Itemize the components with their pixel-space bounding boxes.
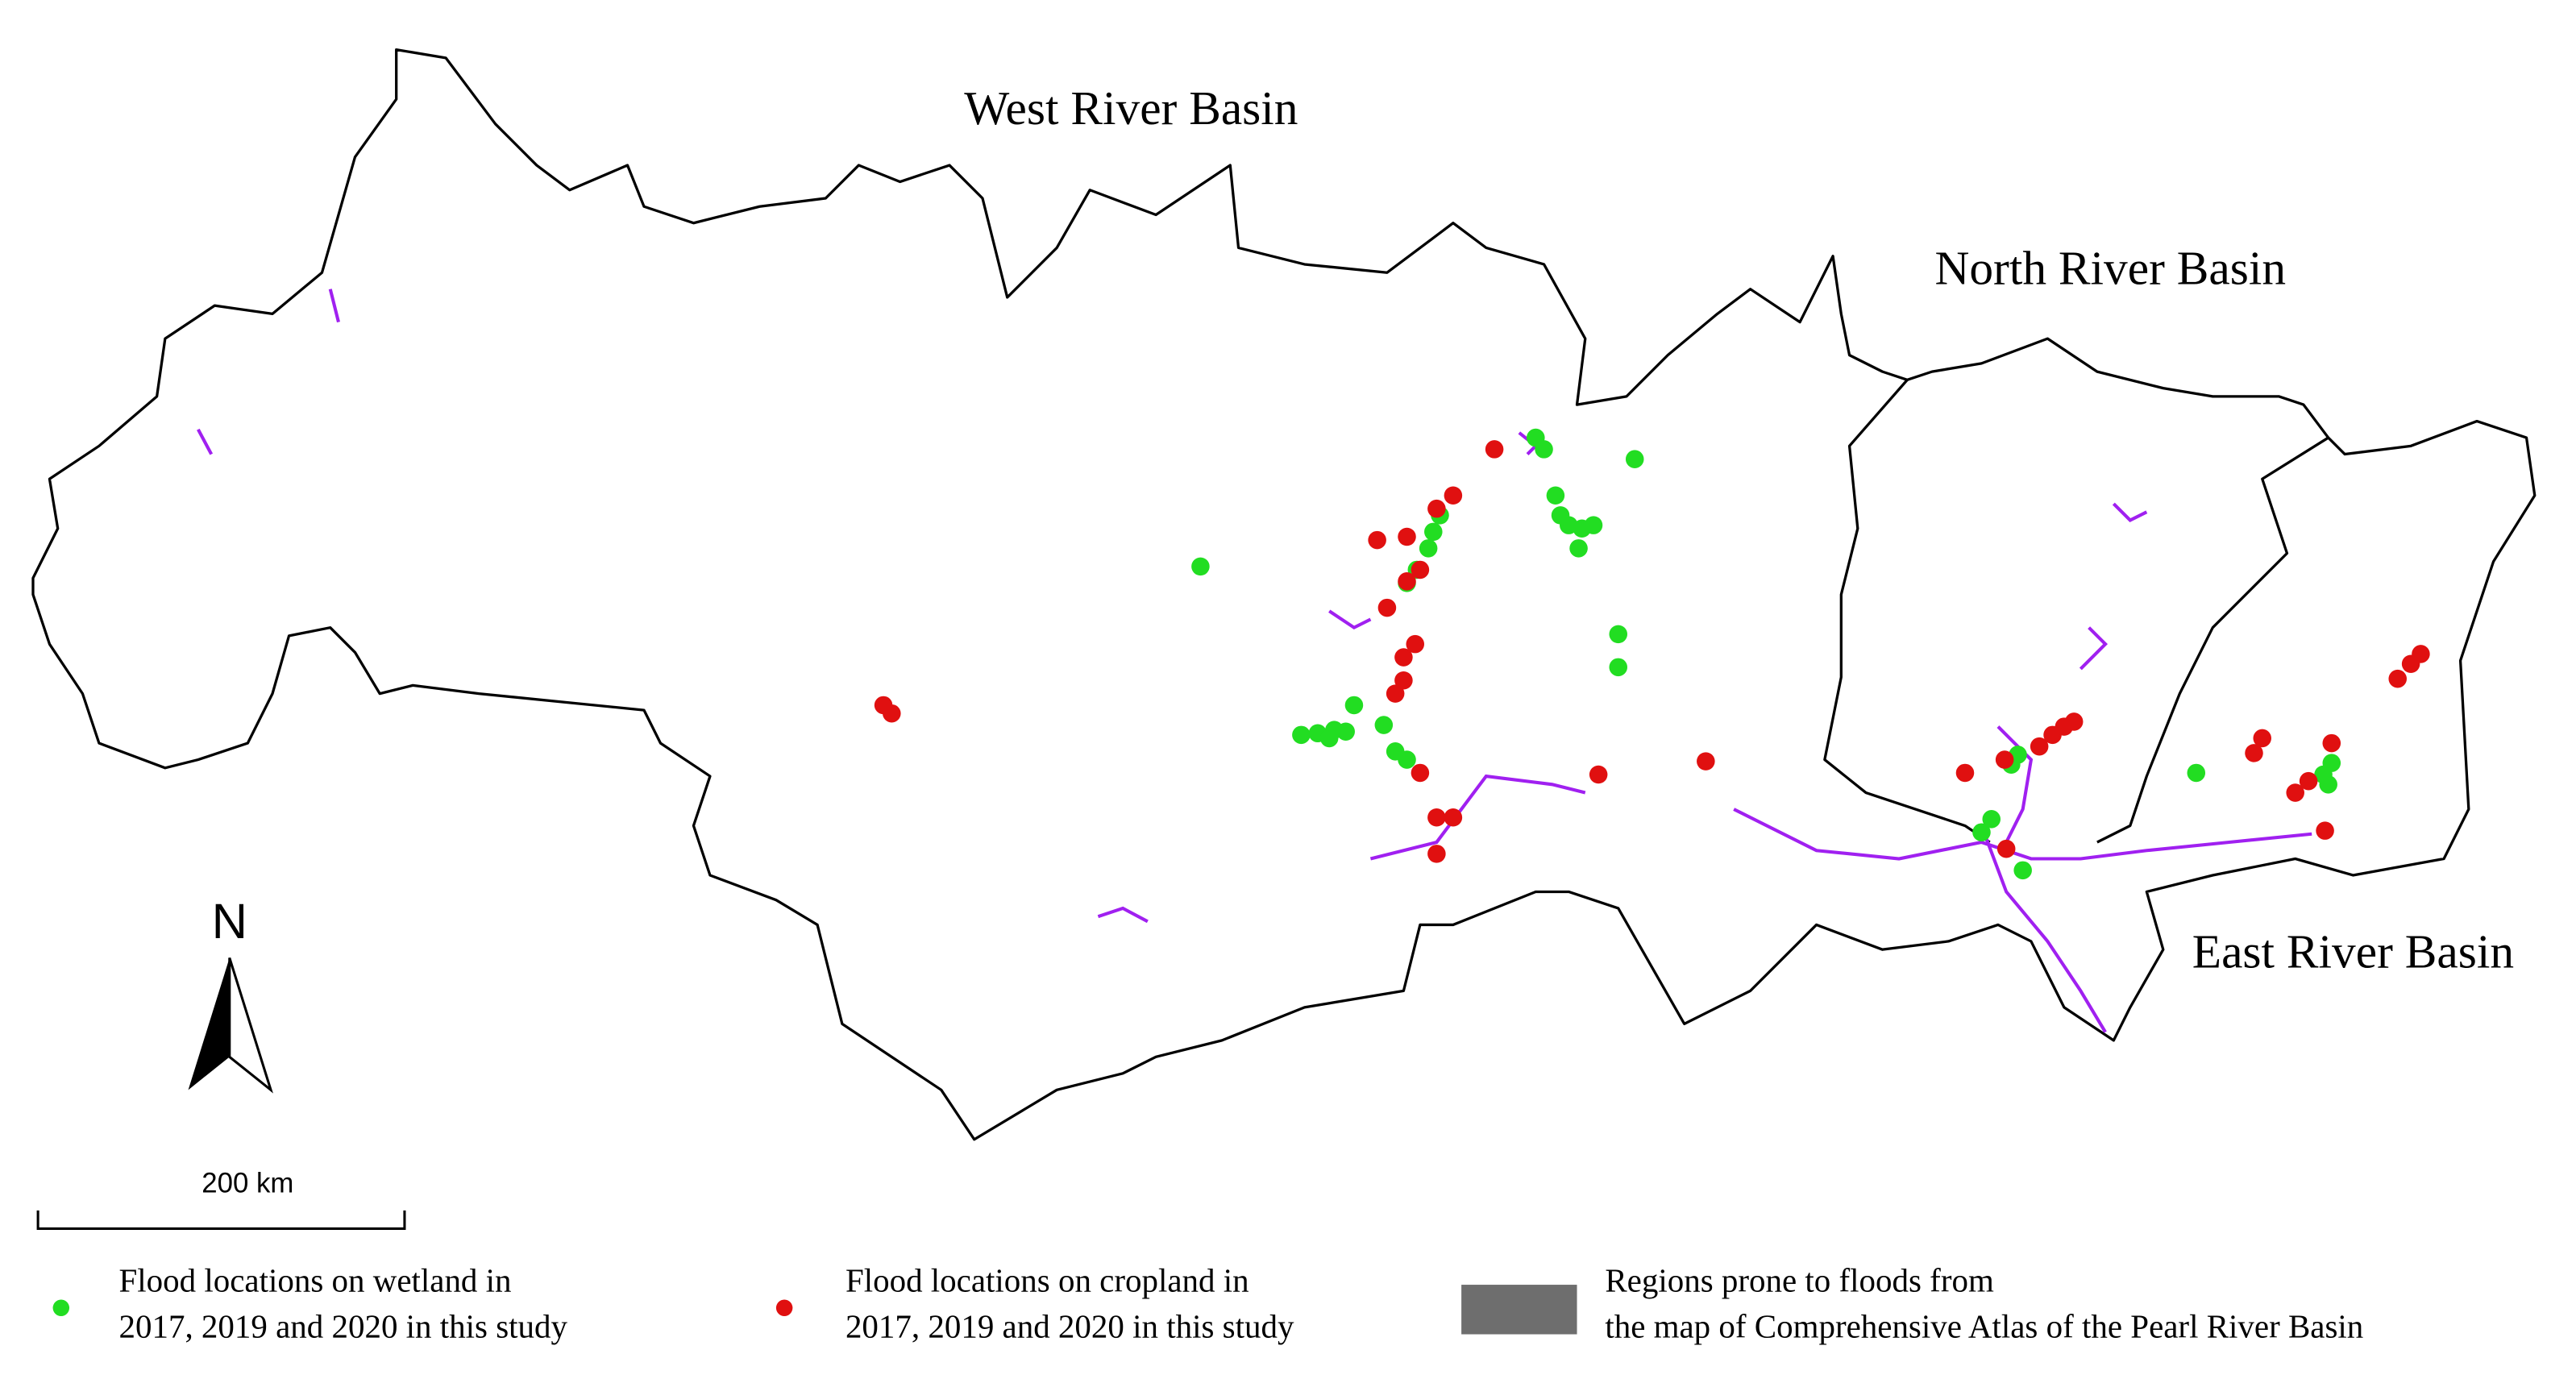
flood-point	[1386, 684, 1405, 703]
flood-point	[1996, 839, 2016, 858]
legend-text: the map of Comprehensive Atlas of the Pe…	[1605, 1308, 2363, 1345]
flood-point	[1319, 729, 1339, 748]
flood-points	[874, 428, 2430, 880]
flood-point	[1995, 750, 2014, 769]
basin-label: North River Basin	[1934, 242, 2286, 295]
flood-point	[1609, 658, 1628, 677]
flood-point	[2064, 712, 2084, 731]
flood-point	[1377, 598, 1397, 617]
flood-point	[2253, 729, 2272, 748]
flood-point	[2013, 861, 2032, 880]
flood-region	[1980, 824, 2107, 1033]
flood-region	[1369, 774, 1586, 861]
legend-text: 2017, 2019 and 2020 in this study	[119, 1308, 568, 1345]
flood-region	[1733, 808, 2312, 861]
flood-point	[1398, 527, 1416, 546]
flood-point	[1398, 572, 1416, 591]
basin-divide	[2096, 436, 2329, 844]
flood-point	[2314, 765, 2333, 784]
legend-symbol	[775, 1299, 793, 1316]
flood-point	[1424, 522, 1443, 542]
flood-region	[2079, 626, 2109, 671]
flood-point	[1485, 440, 1504, 459]
flood-point	[1292, 725, 1311, 745]
flood-point	[1569, 539, 1588, 558]
flood-point	[1535, 440, 1553, 459]
flood-point	[1394, 671, 1413, 690]
flood-point	[1411, 560, 1430, 579]
flood-point	[1427, 845, 1446, 863]
flood-point	[2187, 763, 2206, 783]
flood-point	[1191, 557, 1210, 576]
flood-point	[2245, 744, 2263, 762]
flood-point	[2388, 669, 2408, 688]
flood-point	[883, 704, 901, 723]
north-arrow	[228, 957, 273, 1094]
north-arrow	[188, 957, 230, 1090]
flood-point	[1427, 808, 1446, 827]
scale-label: 200 km	[202, 1167, 293, 1198]
flood-region	[1328, 609, 1372, 630]
flood-point	[1368, 530, 1386, 550]
flood-prone-regions	[197, 289, 2312, 1033]
flood-point	[2316, 821, 2334, 840]
flood-point	[1955, 763, 1975, 783]
flood-point	[1609, 625, 1628, 644]
flood-point	[1411, 763, 1430, 783]
legend-text: Regions prone to floods from	[1605, 1261, 1994, 1298]
flood-region	[197, 428, 214, 455]
flood-point	[2299, 771, 2318, 791]
flood-point	[1625, 450, 1644, 468]
flood-point	[1398, 750, 1416, 769]
legend-symbol	[52, 1299, 70, 1316]
flood-region	[328, 289, 340, 323]
basin-divide	[1823, 379, 1991, 844]
flood-point	[2286, 783, 2304, 802]
flood-point	[1697, 752, 1715, 770]
flood-point	[2322, 733, 2341, 753]
flood-region	[2112, 502, 2148, 522]
flood-point	[1427, 499, 1446, 518]
flood-point	[2412, 645, 2430, 663]
flood-point	[1584, 516, 1603, 534]
flood-point	[1589, 765, 1608, 784]
flood-point	[1394, 648, 1413, 667]
flood-point	[1982, 810, 2001, 829]
flood-region	[1996, 725, 2034, 843]
flood-point	[1419, 539, 1438, 558]
scale-bar	[36, 1210, 406, 1230]
legend-text: Flood locations on wetland in	[119, 1261, 512, 1298]
legend-text: Flood locations on cropland in	[846, 1261, 1249, 1298]
flood-point	[1344, 696, 1364, 715]
north-label: N	[212, 894, 247, 949]
flood-point	[1336, 722, 1355, 741]
basin-label: West River Basin	[964, 81, 1298, 135]
flood-point	[1972, 823, 1991, 841]
legend-text: 2017, 2019 and 2020 in this study	[846, 1308, 1294, 1345]
basin-boundary	[31, 48, 2537, 1141]
flood-region	[1097, 906, 1149, 924]
flood-point	[1406, 634, 1425, 654]
legend-symbol	[1461, 1285, 1577, 1335]
flood-point	[1444, 486, 1463, 505]
basin-label: East River Basin	[2192, 925, 2514, 978]
flood-point	[1444, 808, 1463, 827]
flood-point	[1374, 716, 1394, 734]
flood-point	[2030, 737, 2049, 756]
basin-outlines	[31, 48, 2537, 1141]
flood-point	[1546, 486, 1565, 505]
